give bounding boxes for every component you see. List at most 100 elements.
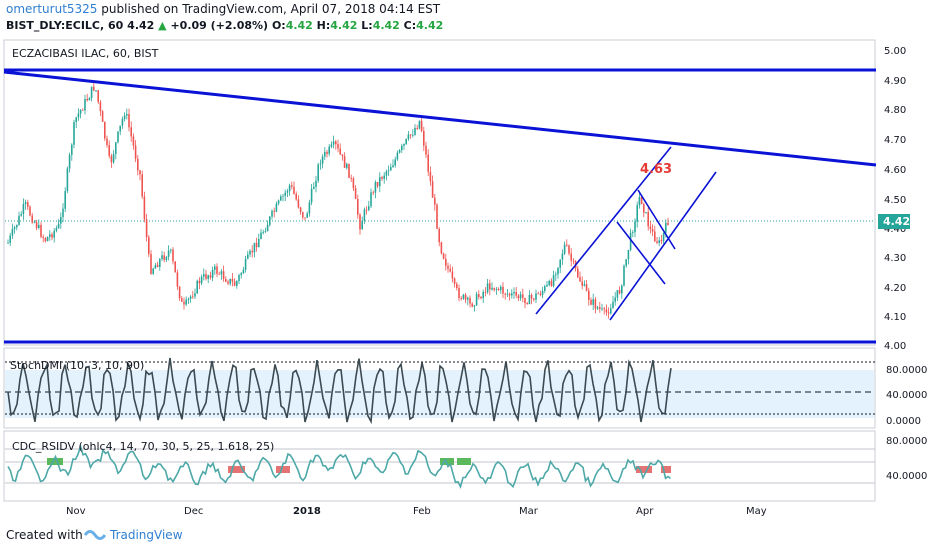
price-axis[interactable]: 5.00 4.90 4.80 4.70 4.60 4.50 4.40 4.30 … bbox=[884, 46, 906, 352]
time-axis[interactable]: Nov Dec 2018 Feb Mar Apr May bbox=[66, 506, 767, 517]
candle-body bbox=[537, 293, 539, 295]
candle-body bbox=[174, 261, 176, 273]
candle-body bbox=[7, 242, 9, 244]
candle-body bbox=[643, 204, 645, 213]
candle-body bbox=[288, 185, 291, 192]
candle-body bbox=[66, 168, 69, 192]
candle-body bbox=[209, 275, 212, 278]
candle-body bbox=[167, 250, 170, 257]
tradingview-link[interactable]: TradingView bbox=[110, 528, 183, 542]
candle-body bbox=[343, 156, 346, 168]
candle-body bbox=[401, 145, 403, 151]
candle-body bbox=[478, 294, 480, 297]
tradingview-logo-icon[interactable] bbox=[83, 527, 107, 546]
candle-body bbox=[550, 280, 553, 286]
rsi-sell-box bbox=[661, 466, 671, 473]
candle-body bbox=[577, 268, 579, 278]
candle-body bbox=[456, 283, 458, 288]
chart-svg[interactable]: 4.63 ECZACIBASI ILAC, 60, BIST StochDMI … bbox=[0, 38, 932, 518]
candle-body bbox=[495, 288, 498, 290]
candle-body bbox=[541, 290, 544, 295]
candle-body bbox=[284, 192, 286, 196]
candle-body bbox=[420, 120, 423, 131]
target-annotation: 4.63 bbox=[640, 162, 672, 177]
candle-body bbox=[616, 290, 619, 298]
chart-frame[interactable]: 4.63 ECZACIBASI ILAC, 60, BIST StochDMI … bbox=[0, 38, 932, 518]
candle-body bbox=[271, 210, 273, 217]
candle-body bbox=[665, 222, 667, 233]
candle-body bbox=[31, 215, 33, 223]
candle-body bbox=[418, 120, 421, 129]
down-channel-left[interactable] bbox=[616, 221, 666, 285]
candle-body bbox=[548, 280, 550, 285]
candles-group bbox=[7, 81, 669, 319]
candle-body bbox=[372, 192, 374, 194]
candle-body bbox=[447, 265, 449, 269]
candle-body bbox=[363, 209, 366, 221]
last-price-badge-text: 4.42 bbox=[883, 215, 910, 228]
low-value: 4.42 bbox=[372, 19, 400, 32]
candle-body bbox=[200, 276, 203, 284]
channel-upper-line[interactable] bbox=[609, 171, 717, 321]
candle-body bbox=[504, 293, 506, 295]
candle-body bbox=[561, 253, 564, 260]
high-label: H: bbox=[316, 19, 331, 32]
candle-body bbox=[165, 256, 168, 260]
candle-body bbox=[132, 136, 135, 146]
candle-body bbox=[629, 232, 632, 250]
channel-lower-line[interactable] bbox=[535, 146, 672, 315]
candle-body bbox=[282, 195, 284, 197]
candle-body bbox=[335, 141, 337, 145]
candle-body bbox=[53, 230, 55, 238]
candle-body bbox=[317, 164, 319, 181]
candle-body bbox=[610, 308, 612, 314]
candle-body bbox=[9, 235, 11, 243]
candle-body bbox=[559, 259, 561, 268]
candle-body bbox=[361, 220, 363, 230]
candle-body bbox=[306, 213, 308, 218]
candle-body bbox=[625, 259, 627, 266]
candle-body bbox=[640, 196, 643, 205]
candle-body bbox=[22, 204, 25, 215]
publish-info: published on TradingView.com, April 07, … bbox=[97, 2, 441, 16]
candle-body bbox=[502, 286, 504, 294]
candle-body bbox=[381, 177, 383, 179]
candle-body bbox=[44, 237, 47, 242]
candle-body bbox=[27, 202, 29, 207]
candle-body bbox=[588, 290, 590, 300]
candle-body bbox=[229, 278, 231, 284]
rsi-sell-box bbox=[228, 466, 245, 473]
descending-trendline[interactable] bbox=[3, 70, 877, 167]
candle-body bbox=[515, 291, 517, 296]
candle-body bbox=[491, 287, 493, 290]
author-link[interactable]: omerturut5325 bbox=[6, 2, 98, 16]
candle-body bbox=[130, 127, 132, 137]
candle-body bbox=[403, 143, 405, 146]
candle-body bbox=[365, 209, 368, 211]
low-label: L: bbox=[361, 19, 373, 32]
candle-body bbox=[143, 196, 146, 220]
stoch-axis[interactable]: 80.0000 40.0000 0.0000 bbox=[886, 365, 927, 427]
candle-body bbox=[86, 99, 88, 101]
candle-body bbox=[647, 212, 649, 227]
candle-body bbox=[660, 240, 663, 242]
candle-body bbox=[544, 286, 546, 291]
candle-body bbox=[392, 165, 394, 168]
open-label: O: bbox=[271, 19, 286, 32]
candle-body bbox=[170, 249, 172, 251]
candle-body bbox=[398, 150, 401, 153]
candle-body bbox=[506, 293, 509, 295]
candle-body bbox=[62, 208, 64, 218]
rsi-buy-box bbox=[47, 458, 63, 465]
candle-body bbox=[425, 145, 427, 155]
candle-body bbox=[623, 265, 625, 286]
candle-body bbox=[253, 242, 256, 253]
candle-body bbox=[304, 217, 306, 219]
stoch-tick: 0.0000 bbox=[886, 416, 921, 427]
rsi-axis[interactable]: 80.0000 40.0000 bbox=[886, 436, 927, 482]
candle-body bbox=[385, 171, 388, 176]
candle-body bbox=[339, 148, 341, 155]
candle-body bbox=[211, 269, 214, 278]
down-channel-right[interactable] bbox=[637, 189, 676, 250]
candle-body bbox=[249, 250, 251, 255]
